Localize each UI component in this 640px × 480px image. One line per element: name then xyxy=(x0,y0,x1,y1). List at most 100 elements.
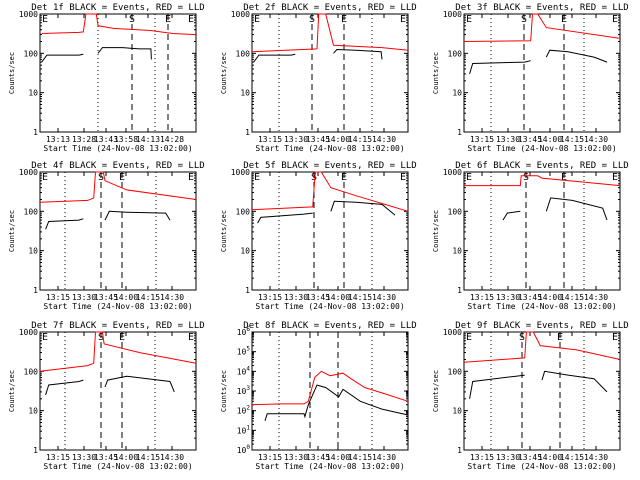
x-tick-label: 13:15 xyxy=(470,135,494,144)
plot-frame xyxy=(251,13,409,133)
y-tick-label: 10 xyxy=(28,89,38,98)
series-line-lld-0 xyxy=(251,171,409,212)
x-tick-label: 13:45 xyxy=(306,135,330,144)
x-tick-label: 14:15 xyxy=(348,293,372,302)
y-tick-label: 1 xyxy=(33,446,38,455)
y-tick-label: 10 xyxy=(452,247,462,256)
y-tick-label: 100 xyxy=(448,207,463,216)
y-tick-label: 100 xyxy=(236,207,251,216)
x-tick-label: 13:15 xyxy=(258,293,282,302)
x-tick-label: 13:30 xyxy=(496,293,520,302)
series-line-events-1 xyxy=(45,218,84,230)
y-tick-label: 101 xyxy=(237,424,251,435)
x-tick-label: 14:00 xyxy=(538,135,562,144)
plot-frame xyxy=(463,13,621,133)
x-tick-label: 14:30 xyxy=(584,293,608,302)
series-line-events-1 xyxy=(469,60,531,75)
y-tick-label: 1 xyxy=(33,128,38,137)
y-tick-label: 10 xyxy=(452,89,462,98)
series-line-lld-0 xyxy=(463,13,621,42)
y-tick-label: 100 xyxy=(448,49,463,58)
series-line-events-1 xyxy=(264,384,409,422)
panel-title: Det 6f BLACK = Events, RED = LLD xyxy=(455,161,628,171)
x-tick-label: 14:15 xyxy=(560,453,584,462)
x-tick-label: 14:30 xyxy=(160,453,184,462)
x-tick-label: 13:30 xyxy=(284,135,308,144)
y-axis-label: Counts/sec xyxy=(432,52,440,94)
panel-det-1f: Det 1f BLACK = Events, RED = LLD 1 10 100 10… xyxy=(8,3,205,153)
x-tick-label: 14:15 xyxy=(348,453,372,462)
y-axis-label: Counts/sec xyxy=(8,52,16,94)
series-line-lld-0 xyxy=(39,171,197,203)
x-tick-label: 13:30 xyxy=(496,453,520,462)
x-axis-label: Start Time (24-Nov-08 13:02:00) xyxy=(467,144,616,153)
series-line-lld-0 xyxy=(251,13,409,53)
interval-marker-e: E xyxy=(165,14,171,25)
x-tick-label: 14:30 xyxy=(584,453,608,462)
y-tick-label: 1 xyxy=(245,286,250,295)
interval-marker-e-right: E xyxy=(188,332,194,343)
series-line-events-2 xyxy=(545,49,608,63)
y-axis-label: Counts/sec xyxy=(432,210,440,252)
panel-title: Det 8f BLACK = Events, RED = LLD xyxy=(243,321,416,331)
x-tick-label: 13:15 xyxy=(258,453,282,462)
x-tick-label: 14:28 xyxy=(160,135,184,144)
plot-frame xyxy=(39,13,197,133)
x-tick-label: 13:45 xyxy=(94,293,118,302)
x-axis-label: Start Time (24-Nov-08 13:02:00) xyxy=(43,302,192,311)
interval-marker-s: S xyxy=(98,172,104,183)
y-tick-label: 1 xyxy=(457,286,462,295)
interval-marker-e-right: E xyxy=(400,14,406,25)
y-tick-label: 10 xyxy=(452,407,462,416)
y-tick-label: 1 xyxy=(457,446,462,455)
x-tick-label: 13:15 xyxy=(470,293,494,302)
interval-marker-s: S xyxy=(311,172,317,183)
panel-title: Det 7f BLACK = Events, RED = LLD xyxy=(31,321,204,331)
x-tick-label: 13:45 xyxy=(518,453,542,462)
y-axis-label: Counts/sec xyxy=(8,370,16,412)
panel-title: Det 5f BLACK = Events, RED = LLD xyxy=(243,161,416,171)
panel-title: Det 4f BLACK = Events, RED = LLD xyxy=(31,161,204,171)
y-tick-label: 1 xyxy=(457,128,462,137)
series-line-events-2 xyxy=(97,47,152,60)
y-axis-label: Counts/sec xyxy=(220,52,228,94)
interval-marker-e-left: E xyxy=(42,332,48,343)
y-tick-label: 100 xyxy=(237,444,251,455)
y-tick-label: 100 xyxy=(24,367,39,376)
panel-title: Det 9f BLACK = Events, RED = LLD xyxy=(455,321,628,331)
interval-marker-e-right: E xyxy=(400,172,406,183)
panel-det-6f: Det 6f BLACK = Events, RED = LLD 1 10 100 10… xyxy=(432,161,629,311)
y-tick-label: 1000 xyxy=(443,10,462,19)
y-tick-label: 104 xyxy=(237,365,251,376)
x-tick-label: 13:30 xyxy=(72,293,96,302)
x-tick-label: 13:15 xyxy=(258,135,282,144)
plot-frame xyxy=(39,331,197,451)
x-axis-label: Start Time (24-Nov-08 13:02:00) xyxy=(467,462,616,471)
interval-marker-e-left: E xyxy=(254,172,260,183)
interval-marker-e-right: E xyxy=(612,14,618,25)
series-line-lld-0 xyxy=(39,331,197,372)
interval-marker-e: E xyxy=(341,172,347,183)
y-tick-label: 100 xyxy=(24,207,39,216)
interval-marker-s: S xyxy=(309,14,315,25)
series-line-events-1 xyxy=(253,53,296,63)
panel-det-3f: Det 3f BLACK = Events, RED = LLD 1 10 100 10… xyxy=(432,3,629,153)
y-tick-label: 10 xyxy=(28,247,38,256)
x-tick-label: 14:00 xyxy=(326,135,350,144)
y-axis-label: Counts/sec xyxy=(432,370,440,412)
interval-marker-e-right: E xyxy=(612,172,618,183)
y-tick-label: 103 xyxy=(237,385,251,396)
interval-marker-e: E xyxy=(119,332,125,343)
x-tick-label: 13:28 xyxy=(72,135,96,144)
series-line-events-2 xyxy=(541,370,608,393)
y-tick-label: 105 xyxy=(237,346,251,357)
series-line-events-1 xyxy=(45,379,84,396)
y-axis-label: Counts/sec xyxy=(8,210,16,252)
series-line-events-2 xyxy=(330,200,396,216)
interval-marker-e-right: E xyxy=(188,14,194,25)
x-tick-label: 14:30 xyxy=(372,453,396,462)
y-axis-label: Counts/sec xyxy=(220,370,228,412)
y-tick-label: 1000 xyxy=(19,168,38,177)
panel-det-8f: Det 8f BLACK = Events, RED = LLD 100 101 10… xyxy=(220,321,417,471)
y-tick-label: 1000 xyxy=(231,10,250,19)
